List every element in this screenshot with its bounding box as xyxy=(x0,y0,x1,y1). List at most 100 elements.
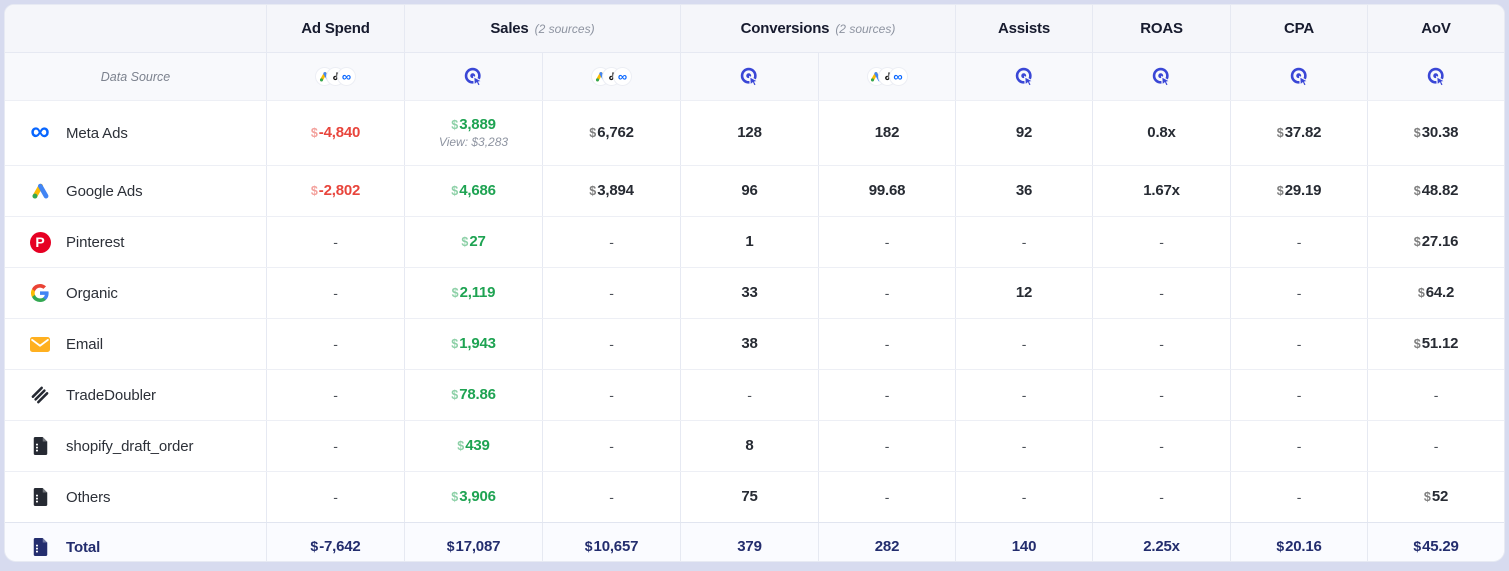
meta-icon: ∞ xyxy=(30,116,50,146)
row-tradedoubler[interactable]: TradeDoubler - $78.86 - - - - - - - xyxy=(5,369,1504,420)
metric-cell: - xyxy=(1230,472,1367,522)
row-google-ads[interactable]: Google Ads $ -2,802 $4,686 $3,894 96 99.68 36 1.… xyxy=(5,165,1504,216)
currency-prefix: $ xyxy=(451,184,459,199)
metric-value: 38 xyxy=(741,335,758,353)
metric-value: 6,762 xyxy=(597,124,634,142)
channel-icon-box: ∞ xyxy=(27,118,53,145)
row-label-cell[interactable]: Google Ads xyxy=(5,166,266,216)
tiktok-icon xyxy=(609,72,616,81)
row-label-cell[interactable]: Others xyxy=(5,472,266,522)
metric-value: - xyxy=(1021,386,1027,403)
meta-icon: ∞ xyxy=(617,68,628,84)
currency-prefix: $ xyxy=(451,337,459,352)
row-meta-ads[interactable]: ∞ Meta Ads $ -4,840 $3,889 View: $3,283 $6,762… xyxy=(5,100,1504,165)
pixel-tracker-icon xyxy=(1015,67,1034,86)
metric-cell: - xyxy=(1367,421,1504,471)
row-label: TradeDoubler xyxy=(66,386,156,404)
column-header-aov[interactable]: AoV xyxy=(1367,5,1504,52)
metric-cell: - xyxy=(1230,217,1367,267)
metric-value: 33 xyxy=(741,284,758,302)
currency-prefix: $ xyxy=(584,538,593,555)
metric-value: - xyxy=(1021,488,1027,505)
metric-cell: 128 xyxy=(680,101,818,165)
column-header-roas[interactable]: ROAS xyxy=(1092,5,1230,52)
row-label-cell[interactable]: P Pinterest xyxy=(5,217,266,267)
metric-value: 140 xyxy=(1011,538,1037,556)
metric-value: -2,802 xyxy=(318,182,361,200)
column-header-label: AoV xyxy=(1421,20,1451,37)
metric-cell: 75 xyxy=(680,472,818,522)
metric-value: - xyxy=(1159,284,1164,301)
column-header-sales[interactable]: Sales (2 sources) xyxy=(404,5,680,52)
pixel-tracker-icon xyxy=(1290,67,1309,86)
row-total[interactable]: Total $ -7,642 $17,087 $10,657 379 282 140 2.25x… xyxy=(5,522,1504,561)
metric-value: 12 xyxy=(1015,284,1033,302)
document-icon xyxy=(33,437,47,455)
column-header-assists[interactable]: Assists xyxy=(955,5,1092,52)
metric-cell: - xyxy=(1230,319,1367,369)
data-source-assists xyxy=(955,53,1092,100)
google-icon xyxy=(31,284,49,302)
row-email[interactable]: Email - $1,943 - 38 - - - - $51.12 xyxy=(5,318,1504,369)
metric-value: - xyxy=(747,386,752,403)
metric-value: - xyxy=(609,437,614,454)
metric-cell: $51.12 xyxy=(1367,319,1504,369)
metric-value: 10,657 xyxy=(593,538,639,556)
attribution-table: Ad Spend Sales (2 sources) Conversions (2 so… xyxy=(4,4,1505,562)
metric-value: 30.38 xyxy=(1421,124,1459,142)
metric-value: - xyxy=(884,284,890,301)
column-header-ad-spend[interactable]: Ad Spend xyxy=(266,5,404,52)
metric-cell: $17,087 xyxy=(404,523,542,561)
metric-cell: 379 xyxy=(680,523,818,561)
metric-cell: - xyxy=(542,217,680,267)
metric-value: 20.16 xyxy=(1285,538,1322,556)
metric-cell: - xyxy=(955,319,1092,369)
row-label-cell[interactable]: TradeDoubler xyxy=(5,370,266,420)
metric-subvalue: View: $3,283 xyxy=(438,135,509,150)
metric-value: - xyxy=(333,386,338,403)
metric-value: 282 xyxy=(874,538,900,556)
pixel-tracker-icon xyxy=(740,67,759,86)
metric-value: 439 xyxy=(465,437,490,455)
row-shopify-draft-order[interactable]: shopify_draft_order - $439 - 8 - - - - - xyxy=(5,420,1504,471)
metric-value: - xyxy=(1433,386,1439,403)
row-organic[interactable]: Organic - $2,119 - 33 - 12 - - $64.2 xyxy=(5,267,1504,318)
currency-prefix: $ xyxy=(1417,286,1425,301)
row-label: Email xyxy=(66,335,104,353)
metric-value: 1 xyxy=(745,233,754,251)
metric-cell: - xyxy=(1092,319,1230,369)
metric-value: 29.19 xyxy=(1284,182,1322,200)
row-label-cell[interactable]: Total xyxy=(5,523,266,561)
row-label-cell[interactable]: ∞ Meta Ads xyxy=(5,101,266,165)
metric-cell: 99.68 xyxy=(818,166,955,216)
table-header-row: Ad Spend Sales (2 sources) Conversions (2 so… xyxy=(5,5,1504,52)
metric-cell: $64.2 xyxy=(1367,268,1504,318)
pinterest-icon: P xyxy=(29,231,51,253)
metric-value: 75 xyxy=(741,488,758,506)
column-header-conversions[interactable]: Conversions (2 sources) xyxy=(680,5,955,52)
metric-cell: $48.82 xyxy=(1367,166,1504,216)
currency-prefix: $ xyxy=(1413,337,1421,352)
metric-cell: 92 xyxy=(955,101,1092,165)
metric-cell: - xyxy=(1092,472,1230,522)
currency-prefix: $ xyxy=(451,286,459,301)
column-header-cpa[interactable]: CPA xyxy=(1230,5,1367,52)
channel-icon-box xyxy=(27,386,53,404)
metric-cell: $6,762 xyxy=(542,101,680,165)
ad-platforms-icon: ∞ xyxy=(316,68,355,85)
channel-icon-box xyxy=(27,488,53,506)
row-pinterest[interactable]: P Pinterest - $27 - 1 - - - - $27.16 xyxy=(5,216,1504,267)
metric-value: 96 xyxy=(741,182,758,200)
metric-value: - xyxy=(333,233,338,250)
metric-value: - xyxy=(1159,488,1164,505)
row-label-cell[interactable]: Organic xyxy=(5,268,266,318)
currency-prefix: $ xyxy=(589,184,597,199)
row-label-cell[interactable]: shopify_draft_order xyxy=(5,421,266,471)
metric-value: -7,642 xyxy=(319,538,361,556)
metric-cell: - xyxy=(955,370,1092,420)
metric-value: - xyxy=(1159,233,1164,250)
row-others[interactable]: Others - $3,906 - 75 - - - - $52 xyxy=(5,471,1504,522)
row-label-cell[interactable]: Email xyxy=(5,319,266,369)
metric-value: 37.82 xyxy=(1284,124,1322,142)
